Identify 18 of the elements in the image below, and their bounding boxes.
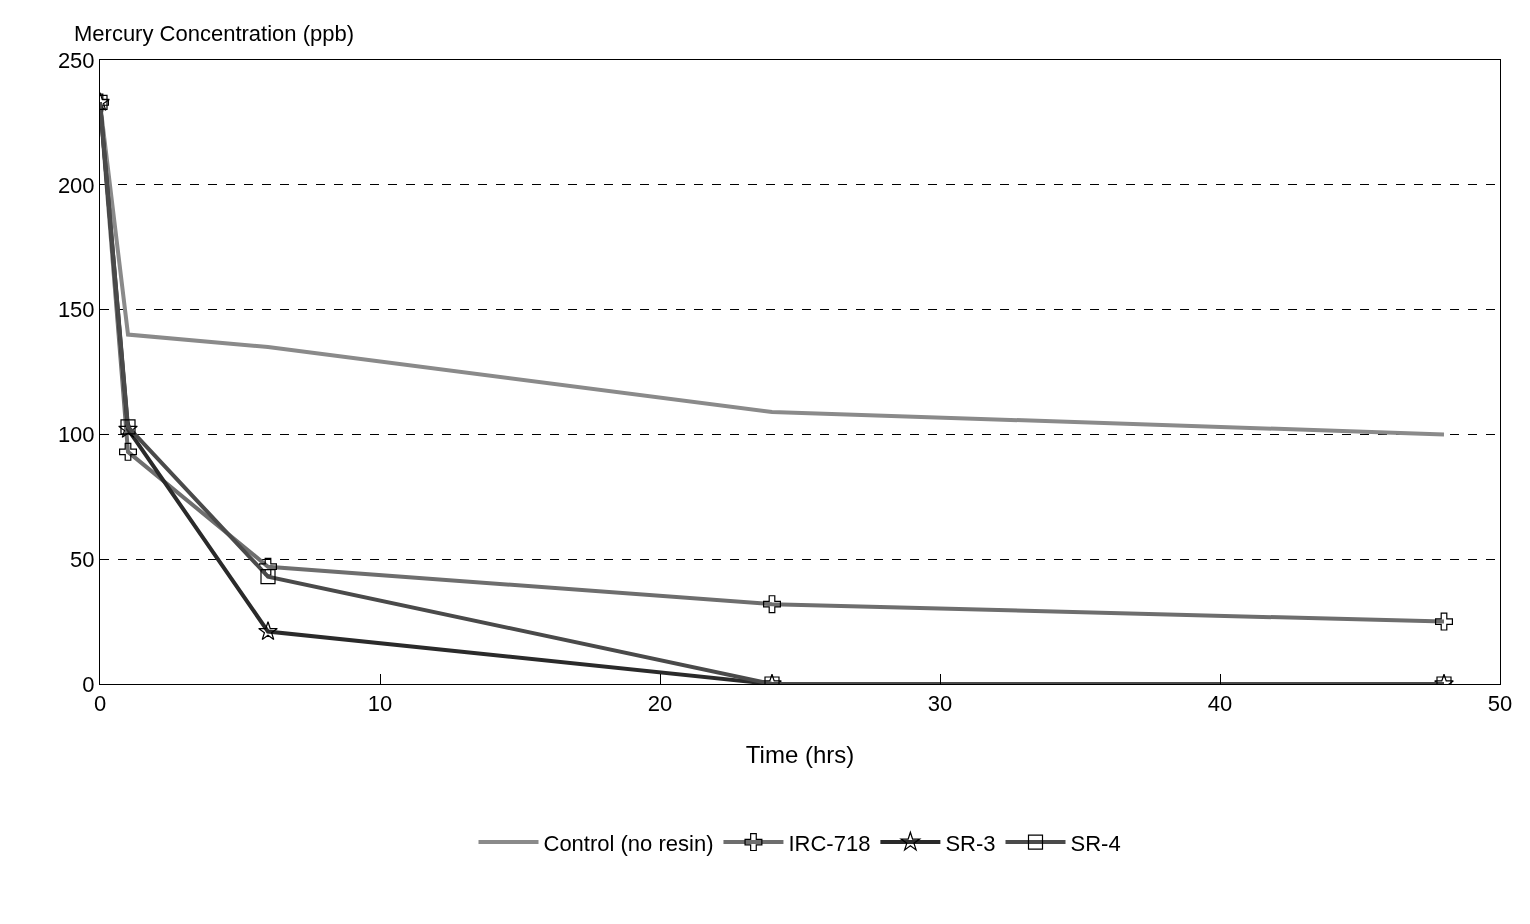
legend-label: SR-3 <box>945 830 996 856</box>
x-tick-label: 20 <box>647 691 673 717</box>
legend-label: SR-4 <box>1070 830 1121 856</box>
y-tick-label: 50 <box>70 546 95 572</box>
x-tick-label: 10 <box>367 691 393 717</box>
y-tick-label: 100 <box>57 422 95 448</box>
y-tick-label: 250 <box>57 47 95 73</box>
y-tick-label: 150 <box>57 297 95 323</box>
y-tick-label: 200 <box>57 172 95 198</box>
legend-label: Control (no resin) <box>543 830 714 856</box>
x-tick-label: 40 <box>1207 691 1233 717</box>
y-axis-title: Mercury Concentration (ppb) <box>74 21 355 46</box>
y-tick-label: 0 <box>82 671 95 697</box>
point <box>258 621 278 641</box>
x-axis-title: Time (hrs) <box>745 740 855 768</box>
x-tick-label: 50 <box>1487 691 1513 717</box>
x-tick-label: 30 <box>927 691 953 717</box>
legend-label: IRC-718 <box>788 830 871 856</box>
